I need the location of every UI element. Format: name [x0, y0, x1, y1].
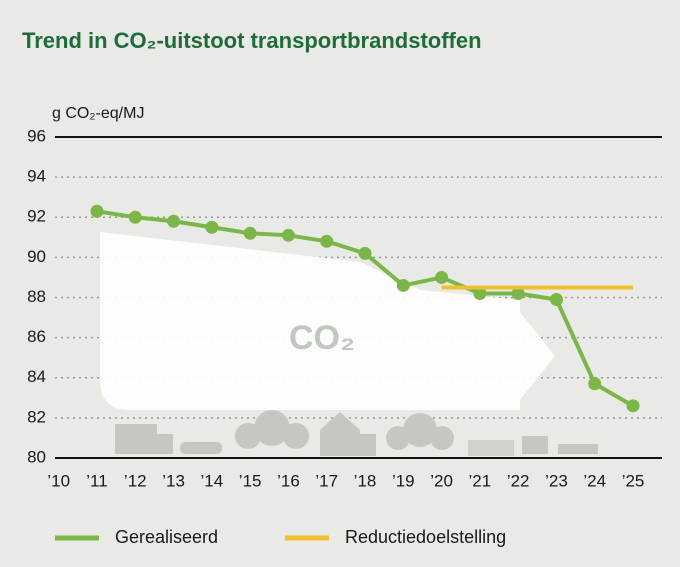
y-tick-label: 88	[27, 287, 46, 306]
point	[90, 204, 104, 218]
y-tick-label: 82	[27, 407, 46, 426]
point	[511, 286, 525, 300]
point	[358, 246, 372, 260]
x-tick-label: ’12	[124, 471, 147, 490]
tree-icon	[235, 423, 261, 449]
x-tick-label: ’19	[392, 471, 415, 490]
x-tick-label: ’24	[583, 471, 606, 490]
y-tick-label: 80	[27, 447, 46, 466]
co2-arrow	[100, 232, 555, 410]
y-tick-label: 92	[27, 207, 46, 226]
x-tick-label: ’17	[315, 471, 338, 490]
point	[243, 226, 257, 240]
point	[167, 214, 181, 228]
tree-icon	[403, 413, 437, 447]
y-tick-label: 94	[27, 167, 46, 186]
legend-label: Gerealiseerd	[115, 527, 218, 547]
tree-icon	[254, 410, 290, 446]
field-icon	[468, 440, 514, 456]
x-tick-label: ’21	[469, 471, 492, 490]
point	[435, 270, 449, 284]
x-tick-label: ’10	[47, 471, 70, 490]
x-tick-label: ’20	[430, 471, 453, 490]
point	[320, 234, 334, 248]
y-axis-label: g CO₂-eq/MJ	[52, 105, 144, 122]
x-tick-label: ’18	[354, 471, 377, 490]
point	[473, 286, 487, 300]
point	[626, 399, 640, 413]
y-tick-label: 90	[27, 247, 46, 266]
point	[281, 228, 295, 242]
point	[128, 210, 142, 224]
co2-annotation: CO₂	[289, 319, 355, 357]
y-tick-label: 84	[27, 367, 46, 386]
x-tick-label: ’23	[545, 471, 568, 490]
point	[588, 377, 602, 391]
x-tick-label: ’13	[162, 471, 185, 490]
cattle-icon	[558, 444, 598, 454]
tree-icon	[430, 426, 454, 450]
y-tick-label: 96	[27, 126, 46, 145]
car-icon	[180, 442, 222, 454]
x-tick-label: ’22	[507, 471, 530, 490]
x-tick-label: ’25	[622, 471, 645, 490]
x-tick-label: ’11	[86, 471, 107, 490]
tree-icon	[386, 426, 410, 450]
chart-title: Trend in CO₂-uitstoot transportbrandstof…	[22, 28, 482, 53]
y-tick-label: 86	[27, 327, 46, 346]
point	[549, 293, 563, 307]
tree-icon	[283, 423, 309, 449]
point	[396, 278, 410, 292]
decoration	[100, 232, 598, 456]
truck-icon	[115, 424, 157, 454]
truck-icon	[157, 434, 173, 454]
house-icon	[358, 434, 376, 456]
x-tick-label: ’16	[277, 471, 300, 490]
legend-label: Reductiedoelstelling	[345, 527, 506, 547]
x-tick-label: ’15	[239, 471, 262, 490]
x-tick-label: ’14	[201, 471, 224, 490]
house-icon	[320, 412, 360, 456]
point	[205, 220, 219, 234]
tractor-icon	[522, 436, 548, 454]
